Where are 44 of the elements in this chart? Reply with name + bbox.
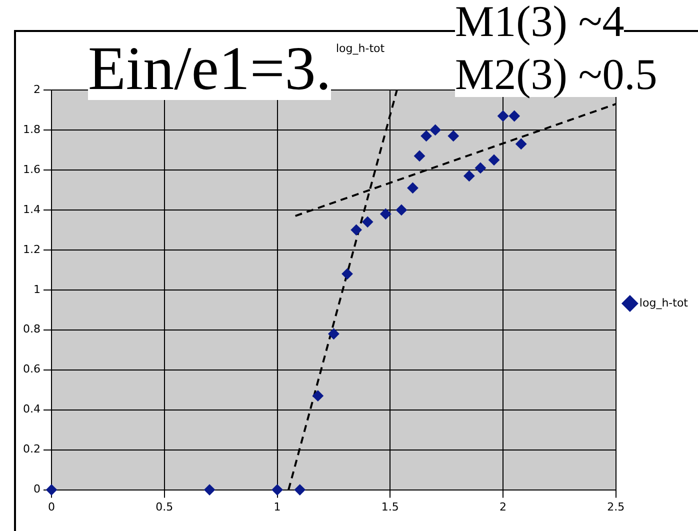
x-tick-label: 2.5: [607, 500, 625, 514]
x-tick-label: 1.5: [381, 500, 399, 514]
point: [362, 216, 374, 228]
point: [407, 182, 418, 194]
y-tick-label: 0.6: [22, 362, 40, 376]
text: M1(3) ~4: [455, 0, 624, 46]
y-tick-label: 1.6: [22, 162, 40, 176]
y-tick-label: 0.4: [22, 402, 40, 416]
chart-title: log_h-tot: [336, 42, 385, 55]
point: [474, 162, 486, 174]
point: [396, 204, 407, 216]
legend-label: log_h-tot: [639, 296, 689, 310]
x-tick-label: 0.5: [156, 500, 174, 514]
annotation: M2(3) ~0.5: [455, 50, 658, 99]
x-tick-label: 0: [48, 500, 55, 514]
point: [508, 110, 520, 122]
point: [430, 124, 441, 136]
point: [516, 138, 527, 150]
point: [464, 170, 475, 182]
point: [294, 484, 306, 496]
point: [498, 110, 509, 122]
x-tick-label: 1: [274, 500, 281, 514]
point: [328, 328, 340, 340]
point: [420, 130, 432, 142]
point: [46, 484, 57, 496]
x-tick-label: 2: [500, 500, 507, 514]
y-tick-label: 0: [33, 482, 40, 496]
point: [272, 484, 283, 496]
point: [488, 154, 500, 166]
point: [312, 390, 324, 402]
annotation: Ein/e1=3.: [88, 35, 332, 103]
y-tick-label: 0.2: [22, 442, 40, 456]
point: [380, 208, 392, 220]
y-tick-label: 1: [33, 282, 40, 296]
point: [414, 150, 426, 162]
point: [350, 224, 362, 236]
point: [204, 484, 216, 496]
point: [448, 130, 459, 142]
y-tick-label: 0.8: [22, 322, 40, 336]
y-tick-label: 2: [33, 82, 40, 96]
y-tick-label: 1.8: [22, 122, 40, 136]
y-tick-label: 1.2: [22, 242, 40, 256]
point: [342, 268, 353, 280]
y-tick-label: 1.4: [22, 202, 40, 216]
